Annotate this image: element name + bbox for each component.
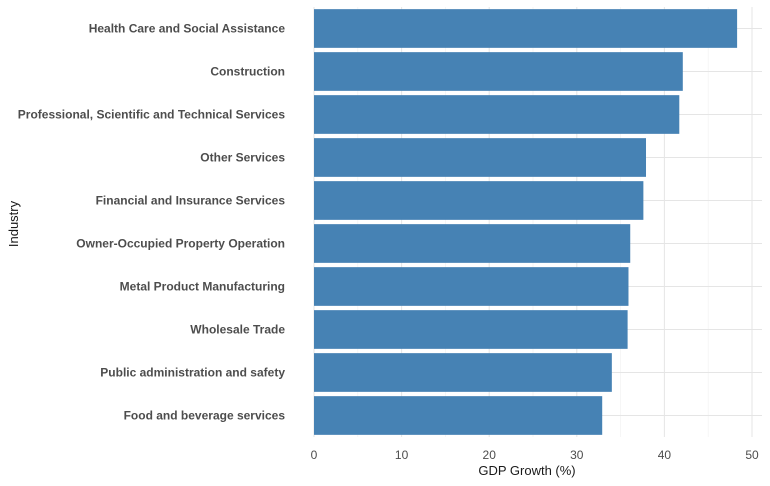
category-label: Owner-Occupied Property Operation [76, 237, 285, 251]
x-tick-label: 40 [658, 448, 672, 462]
bar [314, 95, 680, 134]
category-label: Public administration and safety [100, 366, 285, 380]
category-label: Construction [210, 65, 285, 79]
bar [314, 267, 629, 306]
bar [314, 181, 644, 220]
category-label: Wholesale Trade [190, 323, 285, 337]
bar [314, 224, 631, 263]
bar [314, 310, 628, 349]
category-label: Financial and Insurance Services [96, 194, 286, 208]
x-tick-label: 30 [570, 448, 584, 462]
x-tick-label: 20 [483, 448, 497, 462]
x-axis-title: GDP Growth (%) [478, 463, 575, 478]
x-tick-label: 0 [311, 448, 318, 462]
category-labels: Health Care and Social Assistance Constru… [18, 22, 286, 423]
bar [314, 396, 603, 435]
y-axis-title: Industry [6, 200, 21, 247]
bar [314, 353, 612, 392]
bars [314, 9, 738, 435]
x-tick-label: 10 [395, 448, 409, 462]
category-label: Food and beverage services [124, 409, 286, 423]
bar [314, 52, 683, 91]
category-label: Metal Product Manufacturing [120, 280, 285, 294]
x-tick-label: 50 [745, 448, 759, 462]
category-label: Health Care and Social Assistance [89, 22, 286, 36]
bar [314, 9, 738, 48]
category-label: Professional, Scientific and Technical S… [18, 108, 286, 122]
category-label: Other Services [200, 151, 285, 165]
x-tick-labels: 0 10 20 30 40 50 [311, 448, 759, 462]
bar [314, 138, 647, 177]
